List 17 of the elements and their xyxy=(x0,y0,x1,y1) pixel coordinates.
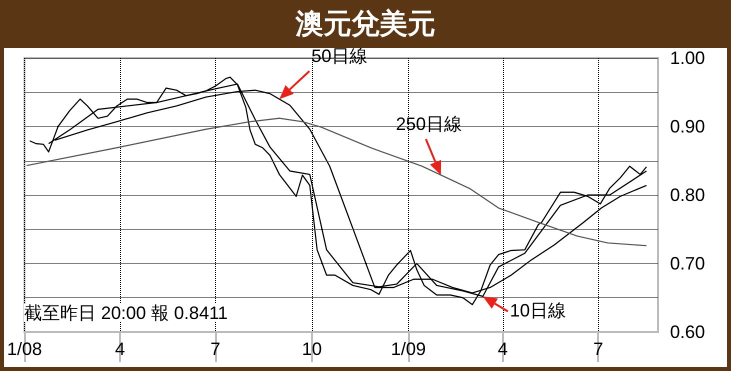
annotation: 50日線 xyxy=(311,46,368,66)
x-tick-label: 7 xyxy=(210,339,220,359)
y-tick-label: 0.80 xyxy=(670,185,706,205)
annotation: 10日線 xyxy=(510,300,566,320)
annotation: 截至昨日 20:00 報 0.8411 xyxy=(24,303,228,323)
x-tick-label: 4 xyxy=(114,339,125,359)
x-tick-label: 4 xyxy=(498,339,508,359)
chart-title: 澳元兌美元 xyxy=(294,7,436,41)
y-tick-label: 0.90 xyxy=(670,116,706,136)
y-tick-label: 0.60 xyxy=(670,322,706,342)
x-tick-label: 10 xyxy=(302,339,322,359)
x-tick-label: 7 xyxy=(593,339,604,359)
x-tick-label: 1/08 xyxy=(6,339,42,359)
y-tick-label: 1.00 xyxy=(670,48,706,68)
y-tick-label: 0.70 xyxy=(670,254,706,274)
annotation: 250日線 xyxy=(396,114,462,134)
x-tick-label: 1/09 xyxy=(390,339,426,359)
